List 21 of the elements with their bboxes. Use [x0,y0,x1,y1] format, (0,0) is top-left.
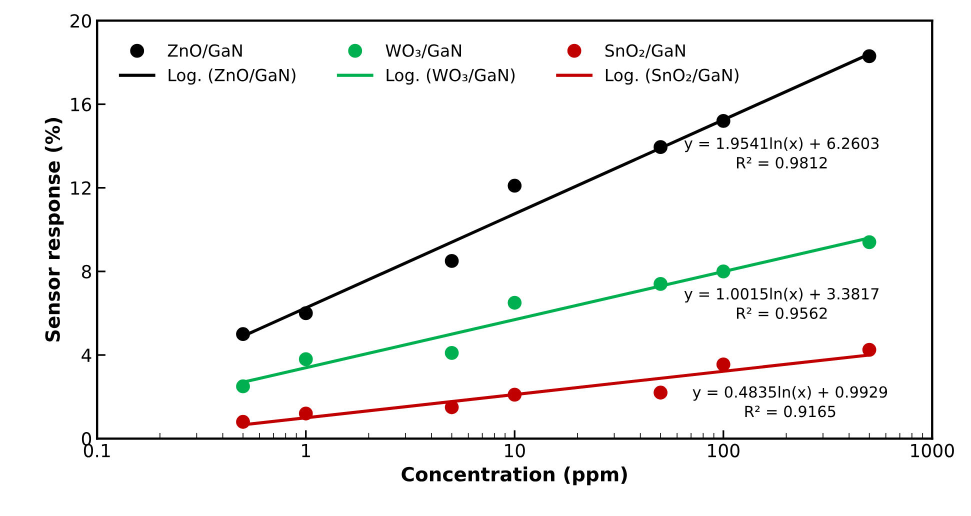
y-tick-label: 16 [71,98,92,112]
y-tick-label: 8 [82,264,92,279]
y-tick-label: 4 [82,348,92,362]
legend-label: WO₃/GaN [386,44,461,58]
x-tick-label: 100 [708,444,740,458]
y-tick-label: 20 [70,14,92,28]
annotation: y = 1.0015ln(x) + 3.3817 R² = 0.9562 [684,288,878,319]
annotation: y = 1.9541ln(x) + 6.2603 R² = 0.9812 [684,137,879,169]
legend-label: ZnO/GaN [168,44,242,58]
x-tick-label: 1000 [911,444,954,458]
x-tick-label: 10 [505,444,525,458]
legend-label: Log. (WO₃/GaN) [386,68,515,85]
y-tick-label: 12 [71,181,90,195]
x-tick-label: 1 [302,444,310,458]
legend-label: Log. (SnO₂/GaN) [606,68,738,85]
x-tick-label: 0.1 [84,444,110,458]
y-axis-title: Sensor response (%) [44,118,64,342]
legend-label: Log. (ZnO/GaN) [168,68,296,85]
legend-label: SnO₂/GaN [605,44,685,58]
annotation: y = 0.4835ln(x) + 0.9929 R² = 0.9165 [692,386,888,418]
x-axis-title: Concentration (ppm) [402,466,627,486]
